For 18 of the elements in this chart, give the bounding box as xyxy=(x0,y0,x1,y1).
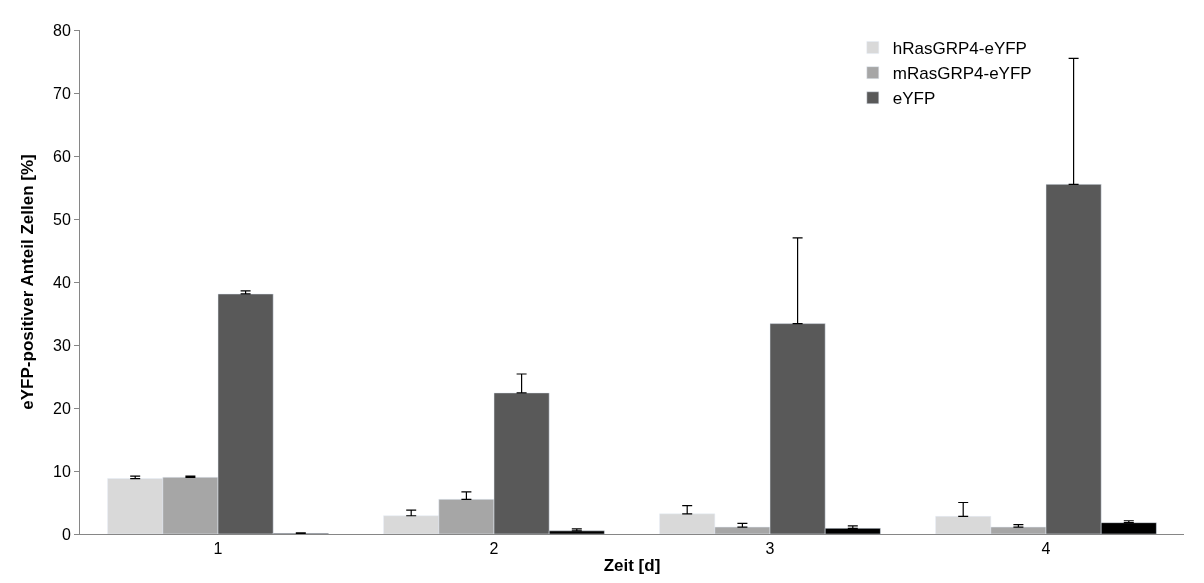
x-tick-label: 4 xyxy=(1041,540,1051,558)
y-tick-label: 50 xyxy=(53,210,71,228)
legend-label: eYFP xyxy=(892,89,936,109)
y-tick-label: 40 xyxy=(53,273,71,291)
x-tick-label: 3 xyxy=(765,540,775,558)
y-tick-label: 60 xyxy=(53,147,71,165)
y-axis-title: eYFP-positiver Anteil Zellen [%] xyxy=(17,154,37,410)
y-tick-label: 10 xyxy=(53,462,71,480)
x-axis-title: Zeit [d] xyxy=(603,555,661,575)
y-tick-label: 0 xyxy=(61,525,71,543)
y-tick-label: 20 xyxy=(53,399,71,417)
legend-label: mRasGRP4-eYFP xyxy=(892,64,1032,84)
x-tick-label: 2 xyxy=(489,540,499,558)
y-tick-label: 80 xyxy=(53,21,71,39)
legend-label: hRasGRP4-eYFP xyxy=(892,39,1027,59)
y-tick-label: 30 xyxy=(53,336,71,354)
y-tick-label: 70 xyxy=(53,84,71,102)
x-tick-label: 1 xyxy=(213,540,223,558)
